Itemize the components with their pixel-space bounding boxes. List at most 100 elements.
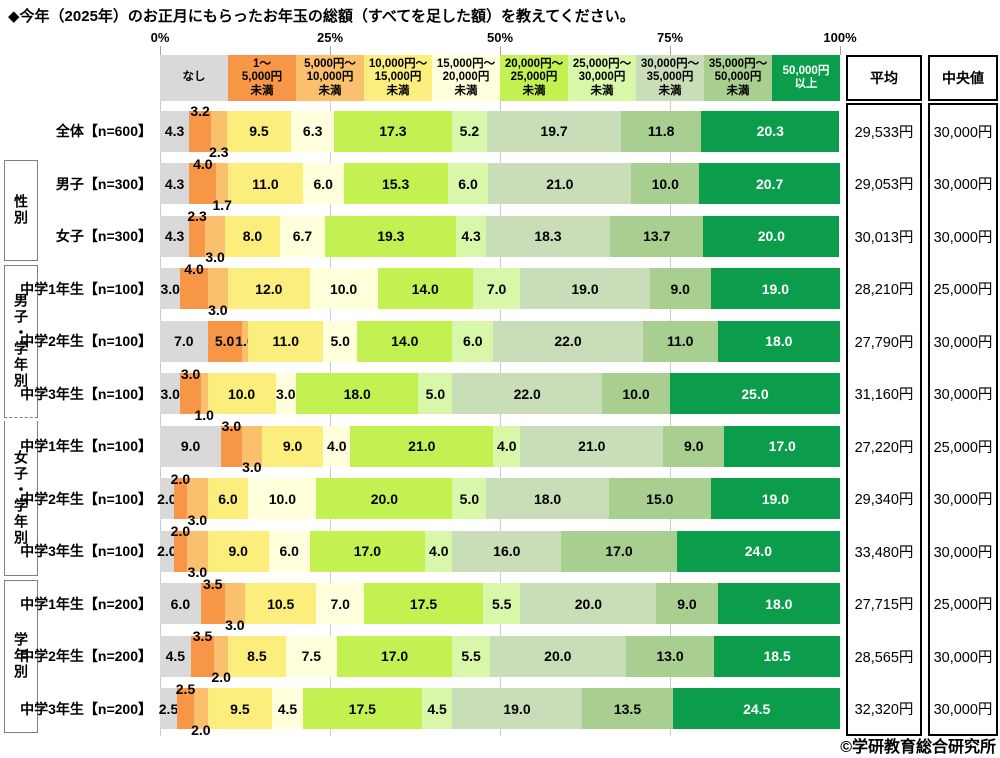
bar-segment: 21.0 <box>488 163 632 204</box>
bar-row: 男子【n=300】 4.3 4.0 1.7 11.0 6.0 15.3 6.0 21.0 10.0… <box>0 156 1000 213</box>
bar-row: 中学1年生【n=200】 6.0 3.5 3.0 10.5 7.0 17.5 5.5 20.0 9… <box>0 575 1000 633</box>
bar-segment: 11.0 <box>248 320 324 362</box>
legend-cell: 25,000円～ 30,000円 未満 <box>568 55 636 101</box>
bar-segment: 4.3 <box>456 215 486 257</box>
segment-label: 19.0 <box>571 280 599 297</box>
median-value: 30,000円 <box>933 702 993 719</box>
median-value: 25,000円 <box>933 282 993 299</box>
segment-label: 3.0 <box>221 418 242 434</box>
bar-segment: 10.5 <box>245 583 317 624</box>
bar-segment <box>189 110 211 152</box>
segment-label: 3.0 <box>225 616 245 633</box>
bar-segment <box>241 425 262 467</box>
segment-label: 6.0 <box>170 595 191 612</box>
segment-label: 3.0 <box>276 385 296 402</box>
segment-label: 17.0 <box>380 648 409 664</box>
segment-label: 21.0 <box>546 175 574 192</box>
x-axis-tick-mark <box>160 46 161 55</box>
median-value: 25,000円 <box>933 597 993 614</box>
row-label: 男子【n=300】 <box>55 175 152 192</box>
bar-segment: 13.7 <box>610 215 704 257</box>
chart-title: ◆今年（2025年）のお正月にもらったお年玉の総額（すべてを足した額）を教えてく… <box>8 8 635 25</box>
segment-label: 10.0 <box>651 175 679 192</box>
segment-label: 11.8 <box>647 123 675 139</box>
bar-segment <box>187 530 208 572</box>
bar-segment <box>224 583 245 624</box>
segment-label: 11.0 <box>252 175 279 192</box>
bar-segment: 13.5 <box>581 688 674 729</box>
group-label: 女子・学年別 <box>13 449 29 546</box>
bar-segment: 9.5 <box>207 688 273 729</box>
bar-segment: 2.0 <box>157 478 177 519</box>
bar-segment: 7.0 <box>160 320 208 362</box>
bar-segment: 17.5 <box>364 583 483 624</box>
bar-segment: 4.3 <box>160 110 190 152</box>
average-header-label: 平均 <box>870 70 898 86</box>
segment-label: 3.5 <box>202 575 223 592</box>
bar-segment: 6.0 <box>268 530 310 572</box>
segment-label: 20.0 <box>544 648 572 664</box>
segment-label: 19.0 <box>503 700 531 717</box>
x-axis-tick-mark <box>670 46 671 55</box>
bar-row: 中学2年生【n=200】 4.5 3.5 2.0 8.5 7.5 17.0 5.5 20.0 13… <box>0 628 1000 685</box>
segment-label: 13.0 <box>656 648 684 664</box>
bar-segment: 5.0 <box>323 320 358 362</box>
average-value: 27,220円 <box>854 439 914 456</box>
segment-label: 19.0 <box>761 490 790 507</box>
segment-label: 3.0 <box>187 564 208 580</box>
segment-label: 5.0 <box>459 490 480 507</box>
bar-segment: 19.0 <box>710 268 840 309</box>
bar-row: 中学3年生【n=100】 2.0 2.0 3.0 9.0 6.0 17.0 4.0 16.0 17… <box>0 523 1000 580</box>
segment-label: 9.0 <box>282 438 303 454</box>
row-label: 中学1年生【n=200】 <box>20 595 152 612</box>
bar-segment: 3.0 <box>275 373 296 414</box>
bar-segment: 19.7 <box>487 110 622 152</box>
bar-segment: 5.0 <box>418 373 453 414</box>
bar-segment: 5.2 <box>451 110 488 152</box>
bar-segment <box>189 215 205 257</box>
segment-label: 6.0 <box>458 175 478 192</box>
row-label: 中学2年生【n=100】 <box>20 490 152 507</box>
segment-label: 22.0 <box>513 385 541 402</box>
bar-segment: 2.0 <box>157 530 177 572</box>
average-value: 29,053円 <box>854 177 914 194</box>
segment-label: 10.0 <box>268 490 297 507</box>
segment-label: 21.0 <box>408 438 436 454</box>
bar-segment: 13.0 <box>625 635 715 677</box>
segment-label: 8.5 <box>247 648 267 664</box>
legend-cell: 30,000円～ 35,000円 未満 <box>636 55 704 101</box>
bar-segment: 10.0 <box>309 268 378 309</box>
x-axis-tick-mark <box>500 46 501 55</box>
bar-segment: 3.0 <box>160 373 181 414</box>
median-column-header: 中央値 <box>928 55 998 101</box>
bar-segment: 1.0 <box>235 320 255 362</box>
bar-segment: 17.3 <box>334 110 452 152</box>
group-label: 学年別 <box>13 632 29 681</box>
segment-label: 6.0 <box>279 543 299 559</box>
segment-label: 25.0 <box>741 385 769 402</box>
segment-label: 6.0 <box>313 175 333 192</box>
bar-segment: 6.7 <box>279 215 326 257</box>
segment-label: 2.0 <box>170 523 191 539</box>
segment-label: 2.3 <box>187 208 207 224</box>
segment-label: 20.0 <box>370 490 399 507</box>
median-value: 25,000円 <box>933 439 993 456</box>
segment-label: 10.0 <box>622 385 650 402</box>
legend-cell: なし <box>160 55 228 101</box>
bar-segment: 12.0 <box>228 268 310 309</box>
bar-segment: 11.0 <box>642 320 718 362</box>
segment-label: 3.5 <box>192 628 213 644</box>
segment-label: 13.7 <box>643 228 671 244</box>
median-header-label: 中央値 <box>942 70 984 86</box>
average-value: 29,340円 <box>854 492 914 509</box>
median-value: 30,000円 <box>933 229 993 246</box>
group-box: 男子・学年別 <box>4 264 38 418</box>
segment-label: 19.3 <box>377 228 405 244</box>
average-value: 30,013円 <box>854 229 914 246</box>
segment-label: 7.0 <box>486 280 507 297</box>
segment-label: 17.0 <box>768 438 796 454</box>
segment-label: 14.0 <box>391 333 419 349</box>
bar-segment <box>190 635 215 677</box>
bar-segment: 4.0 <box>425 530 453 572</box>
bar-segment: 9.0 <box>262 425 324 467</box>
